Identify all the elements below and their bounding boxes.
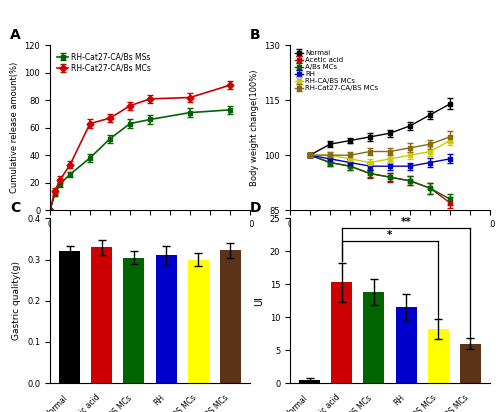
Text: **: ** <box>400 217 411 227</box>
Bar <box>460 344 481 383</box>
Y-axis label: Cumulative release amount(%): Cumulative release amount(%) <box>10 62 19 193</box>
Bar <box>396 307 416 383</box>
Bar <box>92 247 112 383</box>
Text: D: D <box>250 201 262 215</box>
Y-axis label: UI: UI <box>254 296 264 306</box>
Bar <box>188 260 208 383</box>
Text: A: A <box>10 28 21 42</box>
X-axis label: Time(h): Time(h) <box>131 234 169 244</box>
Bar <box>364 292 384 383</box>
Bar <box>299 380 320 383</box>
Y-axis label: Gastric quality(g): Gastric quality(g) <box>12 261 22 340</box>
Text: C: C <box>10 201 20 215</box>
Y-axis label: Body weight change(100%): Body weight change(100%) <box>250 70 259 186</box>
X-axis label: Time(d): Time(d) <box>371 234 409 244</box>
Text: *: * <box>388 230 392 240</box>
Legend: Normal, Acetic acid, A/Bs MCs, RH, RH-CA/BS MCs, RH-Cat27-CA/BS MCs: Normal, Acetic acid, A/Bs MCs, RH, RH-CA… <box>294 49 380 93</box>
Bar <box>156 255 176 383</box>
Bar <box>428 329 448 383</box>
Bar <box>124 258 144 383</box>
Bar <box>220 250 241 383</box>
Text: B: B <box>250 28 260 42</box>
Bar <box>332 282 352 383</box>
Legend: RH-Cat27-CA/Bs MSs, RH-Cat27-CA/Bs MCs: RH-Cat27-CA/Bs MSs, RH-Cat27-CA/Bs MCs <box>54 49 154 75</box>
Bar <box>59 251 80 383</box>
